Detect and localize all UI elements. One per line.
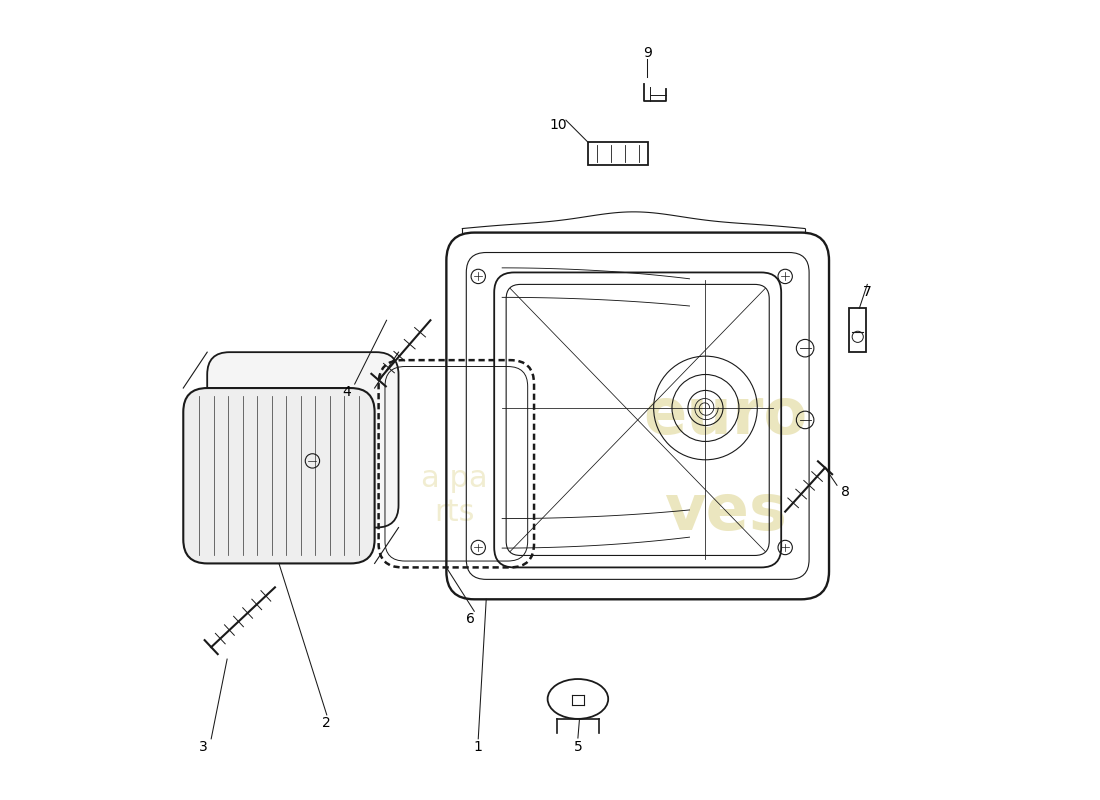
Bar <box>588 142 648 165</box>
Text: 8: 8 <box>840 485 849 498</box>
Bar <box>849 308 867 352</box>
Text: 3: 3 <box>199 740 208 754</box>
Text: euro: euro <box>644 385 807 447</box>
Text: 6: 6 <box>465 612 475 626</box>
Text: 5: 5 <box>573 740 582 754</box>
Text: 4: 4 <box>342 385 351 399</box>
Text: ves: ves <box>664 481 786 542</box>
FancyBboxPatch shape <box>184 388 375 563</box>
Text: 2: 2 <box>322 716 331 730</box>
Text: a pa
rts: a pa rts <box>421 464 487 527</box>
FancyBboxPatch shape <box>207 352 398 527</box>
Text: 10: 10 <box>549 118 566 132</box>
Text: 9: 9 <box>642 46 651 60</box>
Text: 7: 7 <box>862 286 871 299</box>
Text: 1: 1 <box>474 740 483 754</box>
